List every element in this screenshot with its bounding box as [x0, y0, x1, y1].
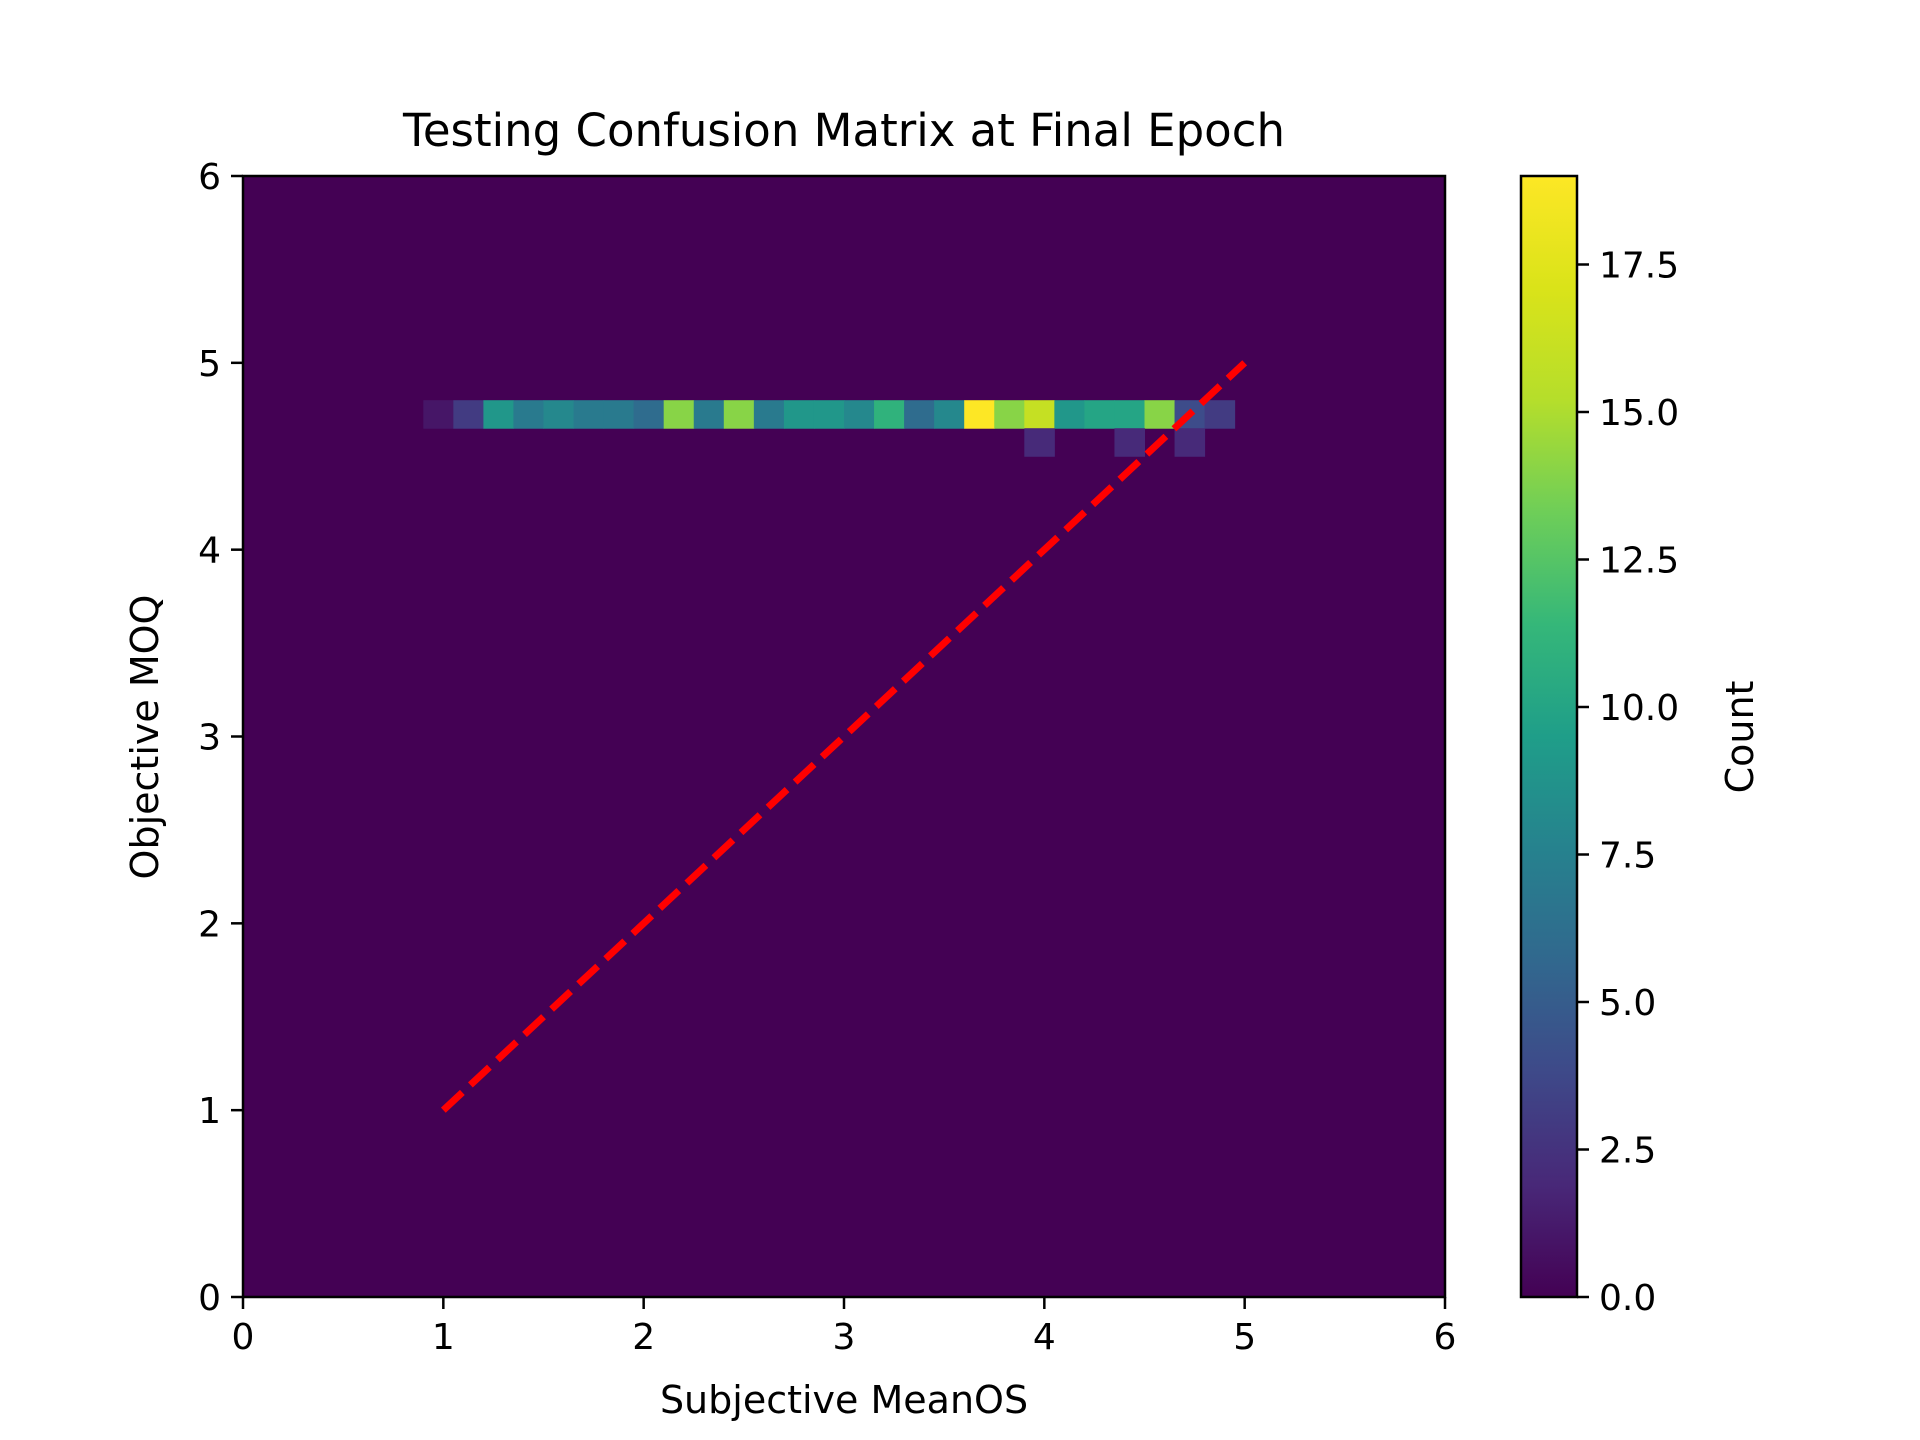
heatmap-cell [453, 400, 484, 429]
heatmap-cell [633, 400, 665, 429]
heatmap-cell [1114, 428, 1145, 457]
colorbar-tick-label: 17.5 [1599, 246, 1679, 287]
colorbar-tick-label: 0.0 [1599, 1278, 1656, 1319]
heatmap-cell [874, 400, 905, 429]
heatmap-cell [423, 400, 454, 429]
heatmap-cells [423, 400, 1236, 457]
colorbar-tick-label: 12.5 [1599, 541, 1679, 582]
reference-line [440, 360, 1248, 1113]
heatmap-cell [1174, 428, 1206, 457]
y-tick-label: 3 [198, 718, 221, 759]
heatmap-cell [904, 400, 935, 429]
colorbar-tick-label: 7.5 [1599, 836, 1656, 877]
y-tick-label: 0 [198, 1278, 221, 1319]
heatmap-cell [994, 400, 1025, 429]
colorbar [1519, 174, 1579, 1299]
y-tick-label: 2 [198, 904, 221, 945]
x-axis-label: Subjective MeanOS [660, 1378, 1028, 1422]
heatmap-cell [813, 400, 845, 429]
colorbar-ticks: 0.0 2.5 5.0 7.5 10.0 12.5 15.0 17.5 [1577, 246, 1679, 1319]
heatmap-cell [1084, 400, 1115, 429]
y-tick-label: 1 [198, 1091, 221, 1132]
colorbar-tick-label: 10.0 [1599, 688, 1679, 729]
reference-line-layer [440, 360, 1248, 1113]
heatmap-cell [1114, 400, 1145, 429]
heatmap-cell [1054, 400, 1085, 429]
heatmap-cell [1024, 428, 1055, 457]
heatmap-cell [543, 400, 575, 429]
x-tick-label: 0 [232, 1317, 255, 1358]
heatmap-cell [603, 400, 635, 429]
x-tick-label: 3 [833, 1317, 856, 1358]
y-axis-ticks: 0 1 2 3 4 5 6 [198, 157, 243, 1319]
heatmap-cell [723, 400, 755, 429]
heatmap-cell [483, 400, 514, 429]
heatmap-cell [753, 400, 785, 429]
y-tick-label: 5 [198, 344, 221, 385]
x-tick-label: 5 [1233, 1317, 1256, 1358]
heatmap-cell [964, 400, 995, 429]
heatmap-cell [513, 400, 544, 429]
x-tick-label: 6 [1434, 1317, 1457, 1358]
heatmap-cell [1204, 400, 1236, 429]
colorbar-tick-label: 2.5 [1599, 1131, 1656, 1172]
heatmap-cell [663, 400, 695, 429]
heatmap-cell [844, 400, 875, 429]
colorbar-tick-label: 15.0 [1599, 393, 1679, 434]
colorbar-label: Count [1718, 681, 1762, 794]
heatmap-cell [934, 400, 965, 429]
y-axis-label: Objective MOQ [123, 595, 167, 880]
heatmap-cell [1144, 400, 1176, 429]
x-tick-label: 2 [632, 1317, 655, 1358]
heatmap-cell [693, 400, 725, 429]
x-tick-label: 4 [1033, 1317, 1056, 1358]
chart-title: Testing Confusion Matrix at Final Epoch [402, 104, 1285, 157]
heatmap-cell [1024, 400, 1055, 429]
colorbar-tick-label: 5.0 [1599, 983, 1656, 1024]
heatmap-cell [573, 400, 605, 429]
y-tick-label: 4 [198, 531, 221, 572]
heatmap-cell [783, 400, 815, 429]
x-axis-ticks: 0 1 2 3 4 5 6 [232, 1297, 1457, 1358]
x-tick-label: 1 [432, 1317, 455, 1358]
y-tick-label: 6 [198, 157, 221, 198]
